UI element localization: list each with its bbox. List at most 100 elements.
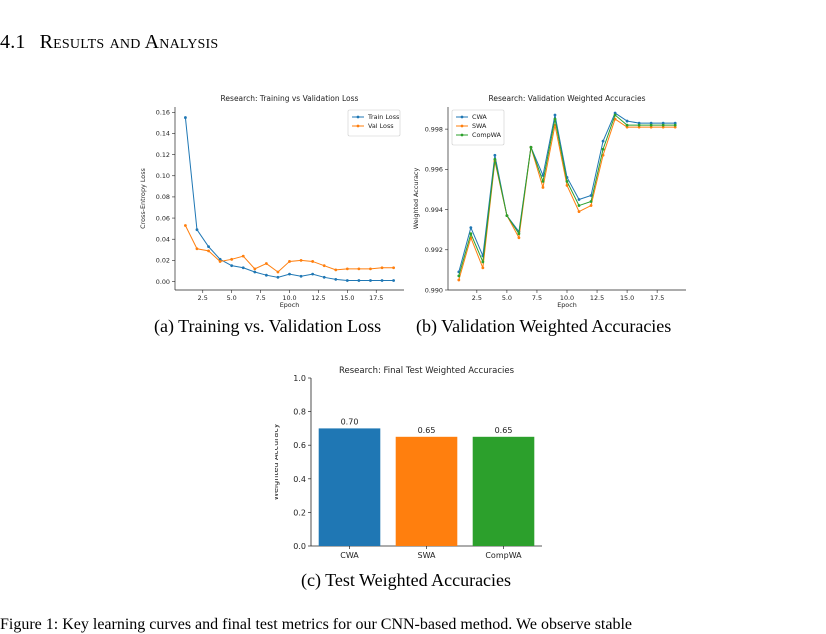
y-tick-label: 0.994 [425,206,443,214]
data-point [613,111,617,115]
y-tick-label: 0.998 [425,125,443,133]
data-point [613,113,617,117]
data-point [589,194,593,197]
bar-value-label: 0.65 [495,426,513,435]
data-point [322,264,326,268]
chart-title: Research: Validation Weighted Accuracies [488,94,645,103]
x-axis-label: Epoch [557,301,577,309]
data-point [241,266,245,270]
x-tick-label: SWA [417,551,436,560]
data-point [553,117,557,121]
y-tick-label: 1.0 [293,374,306,383]
data-point [673,125,677,129]
data-point [184,116,187,119]
data-point [553,113,557,117]
data-point [517,236,521,240]
y-tick-label: 0.08 [156,193,170,201]
data-point [481,260,485,264]
legend-label: CWA [472,113,487,121]
data-point [457,274,461,278]
data-point [288,272,291,276]
caption-b: (b) Validation Weighted Accuracies [416,316,672,336]
section-title: Results and Analysis [39,31,219,53]
data-point [589,200,593,203]
section-heading: 4.1 Results and Analysis [0,31,218,54]
data-point [493,153,497,157]
data-point [565,180,569,183]
data-point [517,232,521,236]
y-axis-label: Weighted Accuracy [412,168,420,230]
data-point [264,273,268,277]
data-point [380,279,384,282]
data-point [392,266,395,270]
data-point [195,247,199,251]
x-tick-label: 10.0 [560,294,574,302]
y-tick-label: 0.14 [156,130,170,138]
caption-a: (a) Training vs. Validation Loss [154,316,382,336]
data-point [457,278,461,282]
data-point [661,121,665,125]
y-tick-label: 0.06 [156,214,170,222]
data-point [469,226,473,230]
data-point [380,266,384,270]
chart-title: Research: Training vs Validation Loss [221,94,359,103]
legend-marker [460,124,464,128]
y-tick-label: 0.12 [156,151,170,159]
data-point [577,210,581,213]
data-point [334,278,338,281]
legend-label: Val Loss [368,122,394,130]
data-point [276,275,280,279]
bar [318,428,381,546]
data-point [264,262,268,265]
data-point [469,232,473,236]
x-axis-label: Epoch [280,301,300,309]
y-tick-label: 0.2 [293,508,306,517]
data-point [649,121,653,125]
data-point [601,153,605,157]
x-tick-label: 5.0 [227,294,237,302]
legend-label: CompWA [472,131,502,139]
data-point [649,123,653,127]
data-point [207,245,210,249]
data-point [311,260,315,263]
y-axis-label: Cross-Entropy Loss [140,167,147,228]
data-point [577,204,581,207]
y-tick-label: 0.0 [293,542,306,551]
data-point [601,139,605,143]
x-tick-label: 15.0 [340,294,354,302]
data-point [505,214,509,217]
legend-marker [356,124,360,128]
data-point [230,264,234,268]
legend-box [451,109,505,146]
series-line [184,117,394,281]
data-point [637,123,641,127]
legend-marker [356,115,360,119]
data-point [529,145,533,149]
caption-c: (c) Test Weighted Accuracies [301,570,512,590]
x-tick-label: 7.5 [255,294,265,302]
x-tick-label: 17.5 [650,294,664,302]
data-point [625,123,629,127]
data-point [276,270,280,274]
data-point [288,260,291,263]
data-point [637,121,641,125]
x-tick-label: 2.5 [198,294,208,302]
y-tick-label: 0.990 [425,286,443,294]
legend-label: Train Loss [367,113,400,121]
y-tick-label: 0.10 [156,172,170,180]
legend-label: SWA [472,122,487,130]
data-point [577,198,581,201]
figure-caption-text: Figure 1: Key learning curves and final … [0,616,633,633]
data-point [334,268,338,272]
bar [395,436,458,546]
data-point [481,266,485,270]
y-tick-label: 0.04 [156,236,170,244]
bar [472,436,535,546]
x-tick-label: 10.0 [282,294,296,302]
data-point [589,204,593,207]
y-axis-label: Weighted Accuracy [275,423,280,500]
x-tick-label: CompWA [485,551,522,560]
data-point [230,257,234,261]
y-tick-label: 0.00 [156,278,170,286]
y-tick-label: 0.8 [293,408,306,417]
